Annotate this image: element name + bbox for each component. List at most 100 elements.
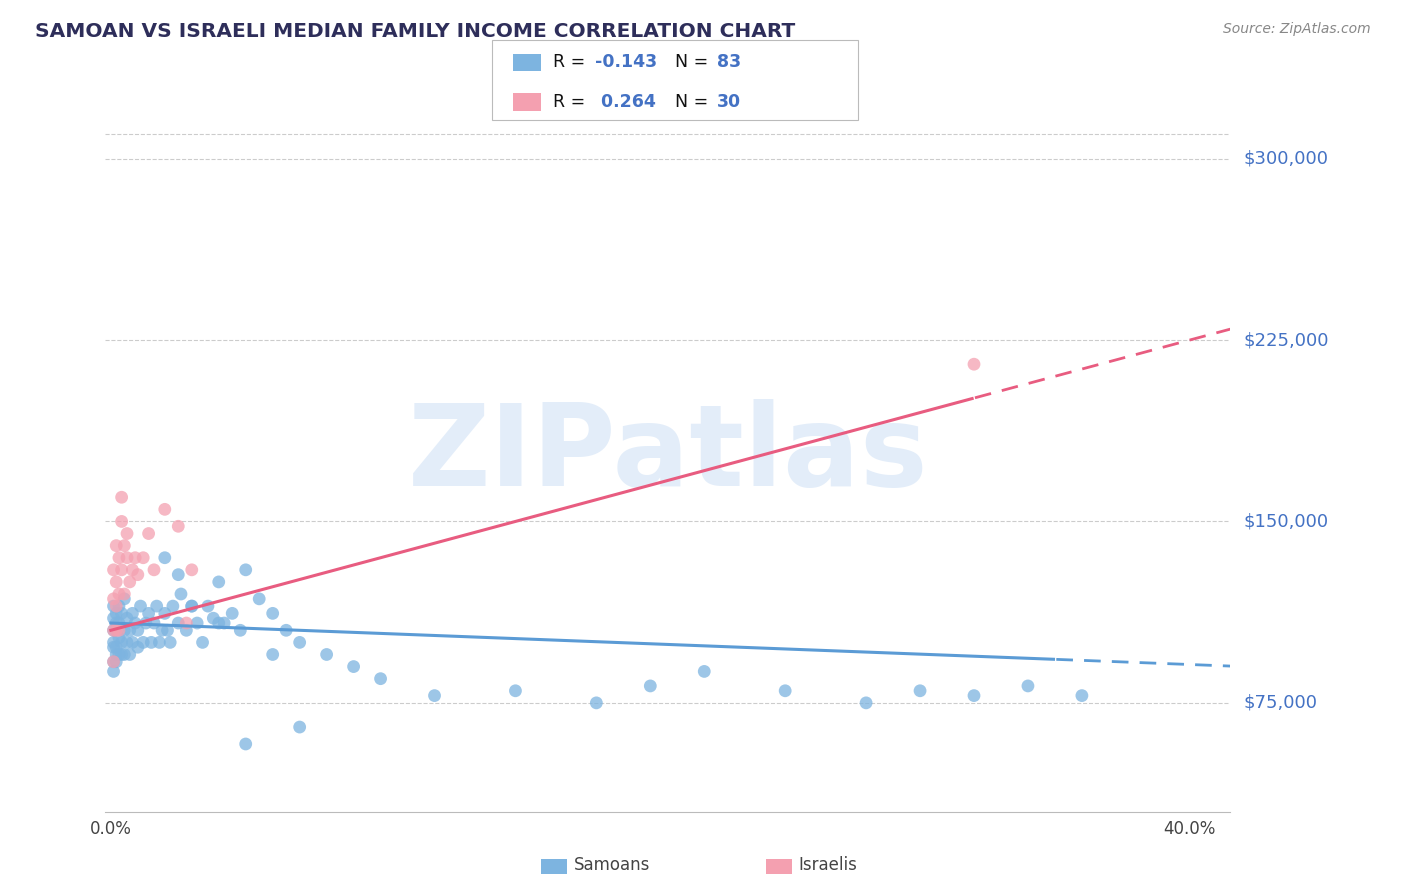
- Point: [108, 631, 131, 645]
- Point: [342, 659, 364, 673]
- Point: [153, 607, 176, 621]
- Point: [124, 615, 146, 630]
- Point: [1017, 679, 1039, 693]
- Point: [121, 563, 143, 577]
- Point: [963, 357, 986, 371]
- Text: Source: ZipAtlas.com: Source: ZipAtlas.com: [1223, 22, 1371, 37]
- Point: [124, 550, 146, 565]
- Point: [115, 550, 138, 565]
- Point: [145, 599, 167, 613]
- Point: [505, 683, 527, 698]
- Point: [118, 624, 141, 638]
- Point: [105, 607, 128, 621]
- Point: [105, 574, 128, 589]
- Text: SAMOAN VS ISRAELI MEDIAN FAMILY INCOME CORRELATION CHART: SAMOAN VS ISRAELI MEDIAN FAMILY INCOME C…: [35, 22, 796, 41]
- Point: [1070, 689, 1092, 703]
- Point: [197, 599, 219, 613]
- Point: [103, 624, 125, 638]
- Point: [132, 550, 155, 565]
- Point: [108, 615, 131, 630]
- Text: R =: R =: [553, 93, 585, 111]
- Text: -0.143: -0.143: [595, 54, 657, 71]
- Point: [150, 624, 173, 638]
- Point: [111, 515, 134, 529]
- Point: [108, 599, 131, 613]
- Point: [221, 607, 243, 621]
- Point: [235, 737, 257, 751]
- Point: [180, 563, 202, 577]
- Point: [103, 655, 125, 669]
- Point: [112, 591, 135, 606]
- Point: [191, 635, 214, 649]
- Point: [112, 587, 135, 601]
- Point: [143, 615, 166, 630]
- Point: [112, 539, 135, 553]
- Point: [108, 550, 131, 565]
- Point: [103, 665, 125, 679]
- Point: [103, 599, 125, 613]
- Point: [159, 635, 181, 649]
- Point: [103, 655, 125, 669]
- Point: [167, 519, 190, 533]
- Text: $300,000: $300,000: [1244, 150, 1329, 168]
- Point: [115, 635, 138, 649]
- Point: [138, 607, 160, 621]
- Text: 0.264: 0.264: [595, 93, 655, 111]
- Point: [118, 648, 141, 662]
- Point: [103, 640, 125, 655]
- Point: [176, 615, 198, 630]
- Point: [276, 624, 298, 638]
- Point: [141, 635, 163, 649]
- Point: [315, 648, 337, 662]
- Point: [208, 574, 231, 589]
- Point: [262, 607, 284, 621]
- Point: [105, 599, 128, 613]
- Point: [138, 526, 160, 541]
- Point: [103, 563, 125, 577]
- Point: [105, 655, 128, 669]
- Point: [640, 679, 662, 693]
- Text: N =: N =: [675, 54, 709, 71]
- Point: [108, 624, 131, 638]
- Point: [112, 624, 135, 638]
- Point: [105, 640, 128, 655]
- Text: $225,000: $225,000: [1244, 331, 1329, 349]
- Point: [103, 635, 125, 649]
- Text: Samoans: Samoans: [574, 856, 650, 874]
- Point: [127, 567, 149, 582]
- Point: [121, 635, 143, 649]
- Point: [262, 648, 284, 662]
- Point: [229, 624, 252, 638]
- Point: [111, 490, 134, 504]
- Point: [153, 550, 176, 565]
- Point: [105, 615, 128, 630]
- Point: [247, 591, 270, 606]
- Text: Israelis: Israelis: [799, 856, 858, 874]
- Text: N =: N =: [675, 93, 709, 111]
- Point: [370, 672, 392, 686]
- Point: [111, 648, 134, 662]
- Text: 30: 30: [717, 93, 741, 111]
- Point: [288, 720, 311, 734]
- Point: [127, 640, 149, 655]
- Point: [121, 607, 143, 621]
- Point: [115, 526, 138, 541]
- Point: [105, 539, 128, 553]
- Point: [773, 683, 796, 698]
- Point: [212, 615, 235, 630]
- Point: [148, 635, 170, 649]
- Point: [111, 635, 134, 649]
- Point: [112, 648, 135, 662]
- Point: [135, 615, 157, 630]
- Point: [908, 683, 931, 698]
- Point: [108, 587, 131, 601]
- Text: $75,000: $75,000: [1244, 694, 1317, 712]
- Point: [170, 587, 193, 601]
- Text: 83: 83: [717, 54, 741, 71]
- Point: [167, 615, 190, 630]
- Text: $150,000: $150,000: [1244, 512, 1329, 531]
- Point: [132, 635, 155, 649]
- Point: [963, 689, 986, 703]
- Point: [111, 607, 134, 621]
- Point: [153, 502, 176, 516]
